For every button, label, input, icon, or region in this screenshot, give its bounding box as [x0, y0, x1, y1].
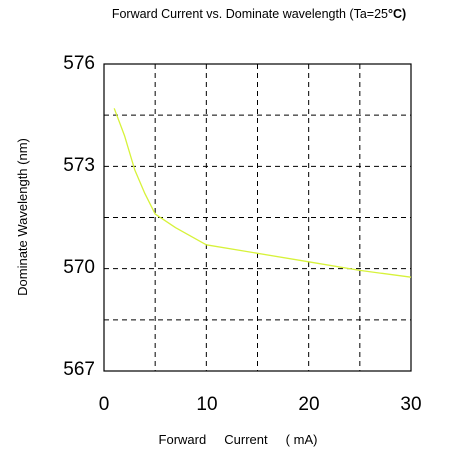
series-line: [113, 108, 412, 278]
series-layer: [113, 108, 412, 278]
x-tick-label: 30: [400, 394, 421, 415]
x-tick-label: 10: [196, 394, 217, 415]
plot-frame: [103, 63, 412, 372]
x-tick-label: 0: [99, 394, 110, 415]
x-tick-label: 20: [298, 394, 319, 415]
y-axis-label: Dominate Wavelength (nm): [15, 138, 30, 296]
y-tick-label: 576: [63, 53, 95, 74]
chart-title: Forward Current vs. Dominate wavelength …: [112, 7, 406, 21]
grid: [104, 64, 411, 371]
y-tick-label: 570: [63, 257, 95, 278]
y-tick-label: 573: [63, 155, 95, 176]
chart-title-unit: °C): [388, 7, 406, 21]
x-axis-label: Forward Current ( mA): [159, 432, 318, 447]
y-tick-label: 567: [63, 359, 95, 380]
chart-title-text: Forward Current vs. Dominate wavelength …: [112, 7, 388, 21]
